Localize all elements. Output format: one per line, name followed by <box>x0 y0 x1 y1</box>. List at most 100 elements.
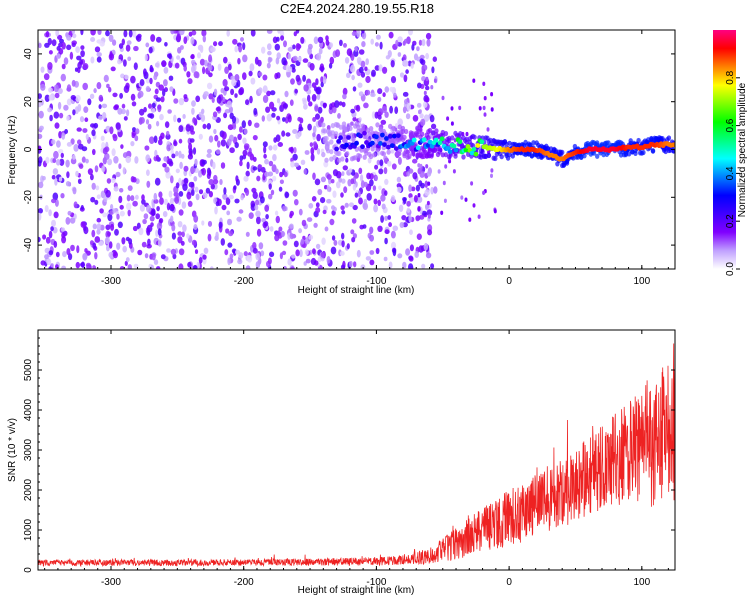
spectrogram-noise-blob <box>90 37 96 42</box>
spectrogram-noise-blob <box>405 248 411 256</box>
x-tick-label: 100 <box>633 577 650 588</box>
spectrogram-noise-blob <box>427 229 433 236</box>
spectrogram-noise-blob <box>81 146 88 152</box>
spectrogram-noise-blob <box>105 224 111 231</box>
spectrogram-noise-blob <box>247 151 253 157</box>
spectrogram-noise-blob <box>274 210 279 216</box>
spectrogram-ridge-halo <box>381 151 386 157</box>
spectrogram-noise-blob <box>240 37 244 42</box>
spectrogram-noise-blob <box>71 30 75 35</box>
spectrogram-noise-blob <box>188 181 195 188</box>
spectrogram-noise-blob <box>123 116 128 121</box>
spectrogram-noise-blob <box>329 56 335 65</box>
spectrogram-ridge-halo <box>321 152 326 158</box>
snr-plot-area <box>38 330 675 570</box>
spectrogram-noise-blob <box>208 135 214 143</box>
spectrogram-noise-blob <box>276 98 281 104</box>
spectrogram-ridge-point <box>447 149 453 155</box>
spectrogram-noise-blob <box>275 134 281 142</box>
spectrogram-ridge-point <box>338 135 343 141</box>
spectrogram-noise-blob <box>269 251 275 258</box>
spectrogram-noise-blob <box>123 85 130 93</box>
spectrogram-noise-blob <box>395 39 399 47</box>
spectrogram-noise-blob <box>346 48 353 56</box>
spectrogram-noise-blob <box>131 132 136 139</box>
spectrogram-noise-blob <box>182 224 187 233</box>
spectrogram-noise-blob <box>105 189 111 198</box>
spectrogram-ridge-halo <box>391 125 396 131</box>
spectrogram-noise-blob <box>396 186 402 193</box>
spectrogram-noise-blob <box>112 39 117 46</box>
spectrogram-noise-blob <box>295 43 301 51</box>
spectrogram-noise-blob <box>127 264 132 269</box>
spectrogram-noise-blob <box>83 106 89 113</box>
spectrogram-ridge-point <box>437 140 443 146</box>
spectrogram-ridge-point <box>471 146 477 152</box>
spectrogram-noise-blob <box>221 204 227 211</box>
spectrogram-noise-blob <box>389 86 395 92</box>
spectrogram-noise-blob <box>208 93 214 100</box>
spectrogram-noise-blob <box>133 62 138 70</box>
spectrogram-noise-blob <box>343 43 347 48</box>
spectrogram-noise-blob <box>406 207 411 213</box>
spectrogram-noise-blob <box>108 251 114 259</box>
spectrogram-noise-blob <box>186 233 190 239</box>
spectrogram-noise-blob <box>298 56 302 62</box>
spectrogram-noise-blob <box>239 160 243 167</box>
spectrogram-noise-blob <box>468 217 472 222</box>
spectrogram-noise-blob <box>477 214 481 219</box>
spectrogram-noise-blob <box>269 226 274 232</box>
spectrogram-noise-blob <box>72 187 77 195</box>
spectrogram-noise-blob <box>195 193 200 201</box>
spectrogram-noise-blob <box>247 119 252 127</box>
spectrogram-noise-blob <box>223 112 228 119</box>
spectrogram-noise-blob <box>90 173 94 181</box>
spectrogram-noise-blob <box>260 166 266 173</box>
y-tick-label: -40 <box>23 237 34 252</box>
spectrogram-noise-blob <box>279 179 284 185</box>
colorbar-label: Normalized spectral amplitude <box>737 82 748 217</box>
spectrogram-noise-blob <box>250 203 256 211</box>
spectrogram-noise-blob <box>266 113 272 122</box>
spectrogram-noise-blob <box>151 253 156 261</box>
spectrogram-noise-blob <box>331 235 336 241</box>
spectrogram-noise-blob <box>256 175 261 182</box>
spectrogram-noise-blob <box>298 208 303 216</box>
spectrogram-noise-blob <box>350 108 356 114</box>
spectrogram-noise-blob <box>310 147 315 155</box>
spectrogram-noise-blob <box>256 228 262 237</box>
spectrogram-noise-blob <box>192 147 197 155</box>
spectrogram-noise-blob <box>127 209 131 217</box>
spectrogram-noise-blob <box>342 165 348 171</box>
spectrogram-noise-blob <box>361 30 365 34</box>
spectrogram-noise-blob <box>385 55 391 60</box>
spectrogram-noise-blob <box>66 34 72 41</box>
x-tick-label: -300 <box>101 276 121 287</box>
spectrogram-noise-blob <box>73 144 79 152</box>
spectrogram-noise-blob <box>387 160 392 167</box>
spectrogram-noise-blob <box>106 83 110 89</box>
spectrogram-noise-blob <box>377 88 383 95</box>
spectrogram-noise-blob <box>163 79 168 87</box>
spectrogram-noise-blob <box>418 109 421 115</box>
spectrogram-noise-blob <box>422 101 428 108</box>
spectrogram-noise-blob <box>268 193 273 200</box>
spectrogram-noise-blob <box>169 86 174 92</box>
spectrogram-ridge-halo <box>386 149 391 155</box>
spectrogram-ridge-halo <box>531 140 536 146</box>
spectrogram-noise-blob <box>52 192 59 201</box>
spectrogram-noise-blob <box>99 208 104 214</box>
spectrogram-noise-blob <box>96 52 102 57</box>
spectrogram-noise-blob <box>272 154 277 162</box>
spectrogram-noise-blob <box>417 193 421 198</box>
spectrogram-noise-blob <box>119 188 124 193</box>
spectrogram-noise-blob <box>275 168 279 175</box>
spectrogram-noise-blob <box>374 111 379 119</box>
spectrogram-noise-blob <box>162 211 168 218</box>
spectrogram-noise-blob <box>405 69 409 74</box>
y-tick-label: 1000 <box>23 518 34 541</box>
snr-marks <box>38 343 675 568</box>
spectrogram-noise-blob <box>334 100 340 108</box>
spectrogram-noise-blob <box>346 72 351 79</box>
spectrogram-noise-blob <box>252 166 258 171</box>
